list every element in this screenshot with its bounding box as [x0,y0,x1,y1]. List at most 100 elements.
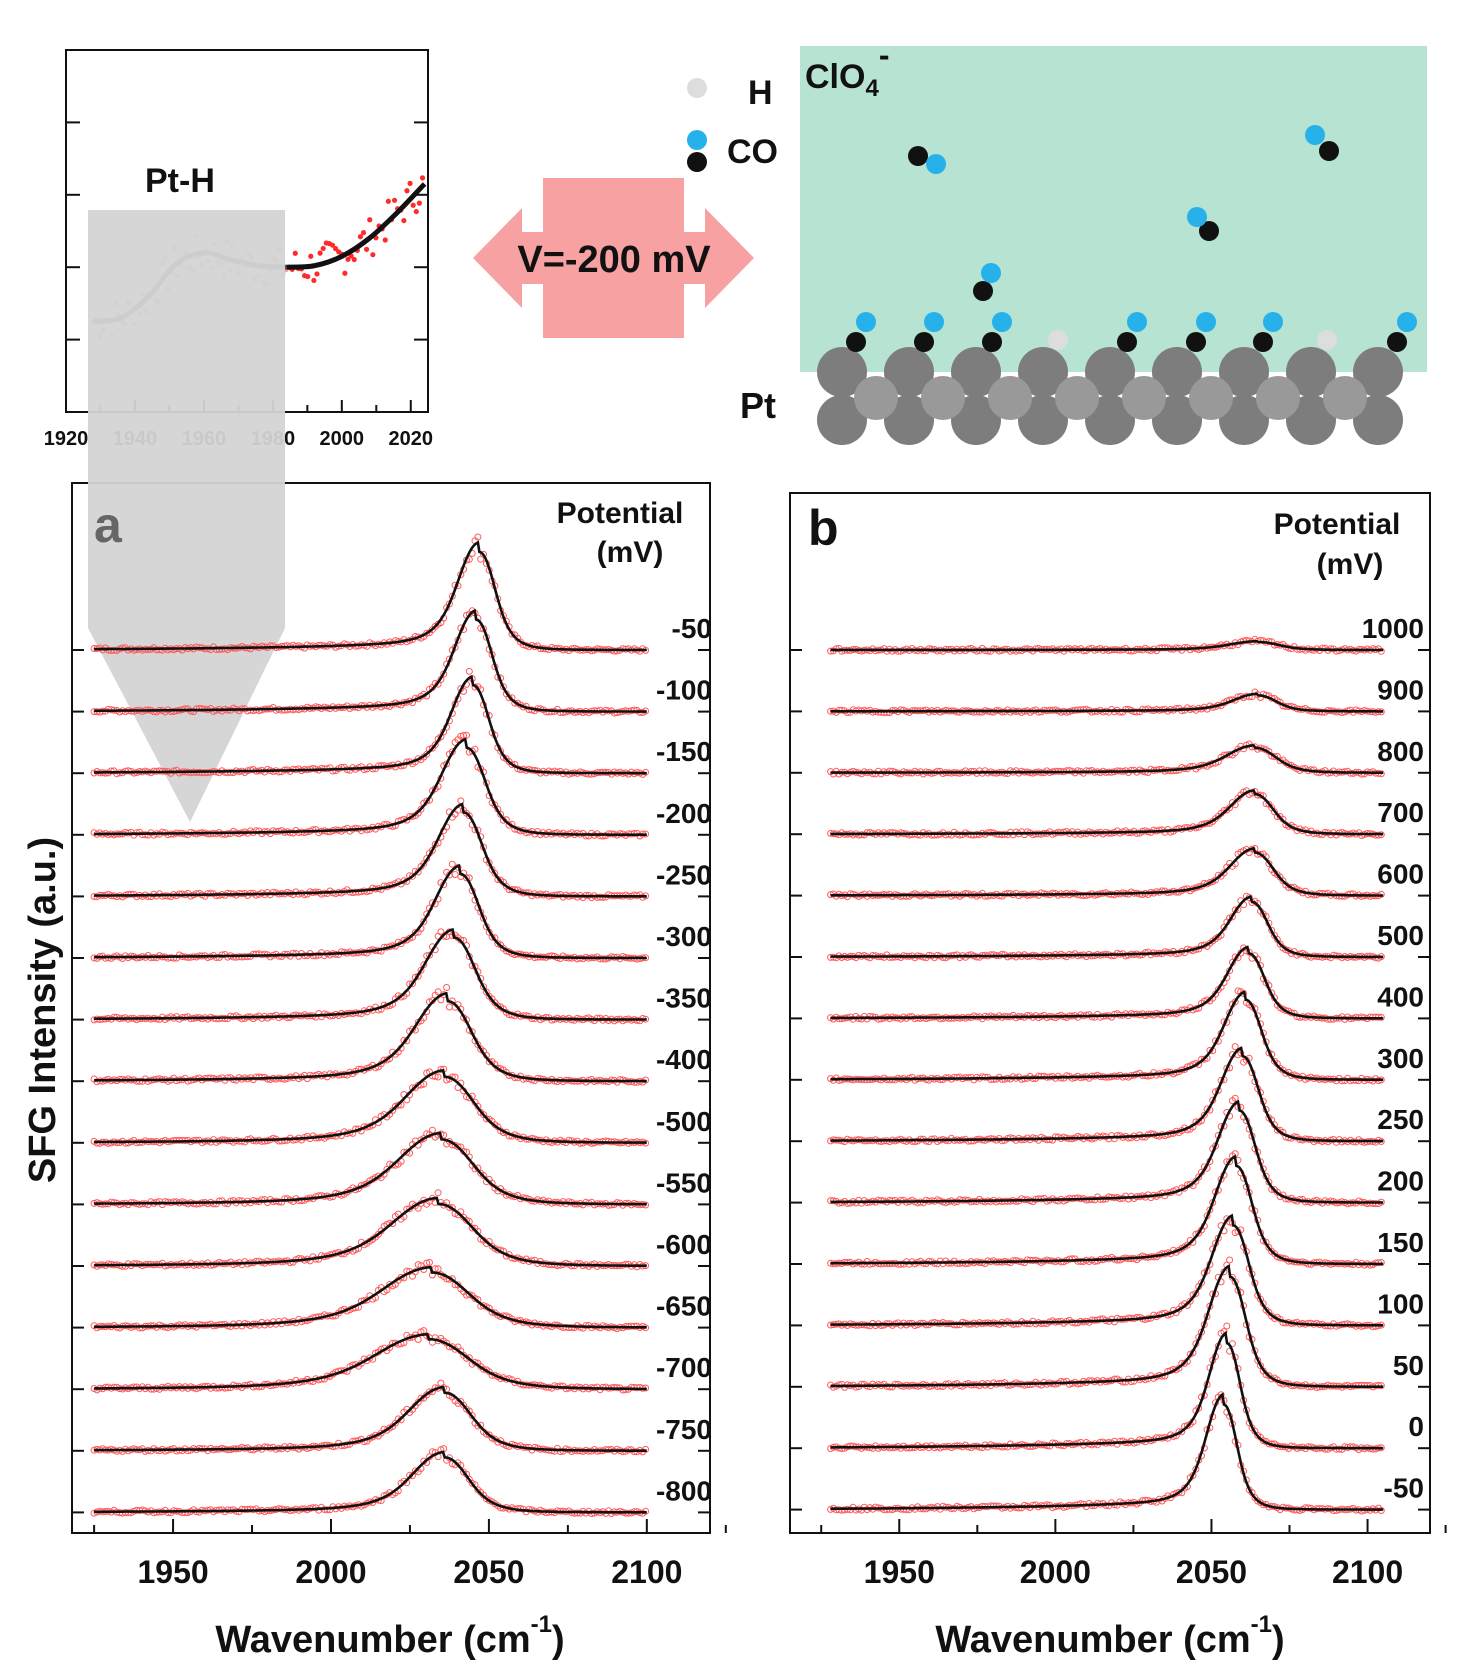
data-point [474,533,482,541]
potential-label: -500 [656,1106,712,1137]
panel-a-header-1: Potential [557,497,684,530]
data-point [485,1058,493,1066]
data-point [426,1259,433,1266]
anion-label: ClO4- [805,37,889,102]
inset-data-point [320,245,326,252]
fit-line [94,674,647,775]
data-point [480,983,487,991]
data-point [463,731,470,739]
co-oxygen [687,130,707,150]
co-carbon [1387,332,1407,352]
potential-label: -600 [656,1229,712,1260]
x-tick-label: 2050 [453,1554,524,1590]
potential-label: -50 [672,613,712,644]
data-point [411,1467,419,1475]
data-point [423,1259,431,1267]
data-point [1226,804,1234,812]
data-point [1065,767,1073,774]
data-point [417,805,425,813]
inset-data-point [357,234,364,240]
data-point [360,766,368,774]
pt-atom-top [951,347,1001,397]
data-point [428,1126,436,1134]
co-carbon [1117,332,1137,352]
data-point [363,888,371,896]
data-point [394,1101,402,1109]
potential-label: -750 [656,1414,712,1445]
pt-atom-back [1085,395,1135,445]
co-carbon [914,332,934,352]
panel-a-x-tick-labels: 1950 2000 2050 2100 [137,1554,682,1590]
schematic-legend: H CO [687,74,778,172]
pt-atom-back [884,395,934,445]
inset-data-point [391,197,398,203]
data-point [434,1073,442,1081]
inset-data-point [364,246,370,252]
fit-line [830,639,1384,652]
panel-b-traces [827,635,1385,1515]
panel-a-potential-labels: -50-100-150-200-250-300-350-400-500-550-… [656,613,712,1506]
pt-atom-mid [1189,376,1233,420]
co-carbon [687,152,707,172]
data-point [480,1365,487,1373]
inset-fit-black [286,182,427,270]
pt-atom-mid [854,376,898,420]
pt-atom-top [817,347,867,397]
data-point [383,1165,391,1173]
co-oxygen [1263,312,1283,332]
potential-label: -800 [656,1475,712,1506]
inset-x-tick-label: 2020 [389,428,434,450]
inset-label: Pt-H [145,162,215,200]
data-point [454,1143,462,1151]
data-point [482,1115,490,1123]
pt-atom-back [1353,395,1403,445]
data-point [460,732,468,739]
voltage-arrow: V=-200 mV [473,178,754,338]
inset-data-point [382,237,388,243]
inset-data-point [385,198,391,204]
data-point [565,1198,573,1206]
fit-line [94,737,647,837]
pt-surface-atoms [817,347,1403,445]
co-carbon [908,146,928,166]
co-oxygen [981,263,1001,283]
x-tick-label: 2000 [295,1554,366,1590]
data-point [397,1273,405,1281]
fit-line [94,928,647,1021]
data-point [181,705,189,713]
data-point [1220,869,1228,877]
inset-data-point [305,273,311,280]
data-point [255,1383,263,1391]
pt-atom-back [1018,395,1068,445]
data-point [337,763,345,771]
data-point [420,918,428,926]
fit-line [94,802,647,898]
co-oxygen [1397,312,1417,332]
data-point [420,1080,428,1088]
data-point [417,1394,425,1402]
fit-line [830,895,1384,959]
inset-data-point [370,252,376,258]
potential-label: -250 [656,859,712,890]
data-point [170,954,178,962]
pt-atom-mid [1323,376,1367,420]
potential-label: -650 [656,1291,712,1322]
pt-atom-top [1219,347,1269,397]
co-carbon [982,332,1002,352]
inset-data-point [419,175,426,181]
data-point [420,860,428,868]
co-oxygen [1196,312,1216,332]
pt-atom-top [1286,347,1336,397]
co-oxygen [1305,125,1325,145]
potential-label: -700 [656,1352,712,1383]
fit-line [94,1332,647,1391]
pt-atom-mid [988,376,1032,420]
inset-data-point [367,217,373,223]
pt-atom-top [1152,347,1202,397]
data-point [1271,753,1278,761]
fit-line [830,788,1384,836]
panel-a-y-label: SFG Intensity (a.u.) [22,837,64,1183]
panel-a-ticks [72,649,727,1533]
potential-label: -400 [656,1044,712,1075]
